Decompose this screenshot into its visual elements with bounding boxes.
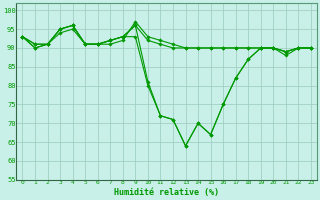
X-axis label: Humidité relative (%): Humidité relative (%) (114, 188, 219, 197)
